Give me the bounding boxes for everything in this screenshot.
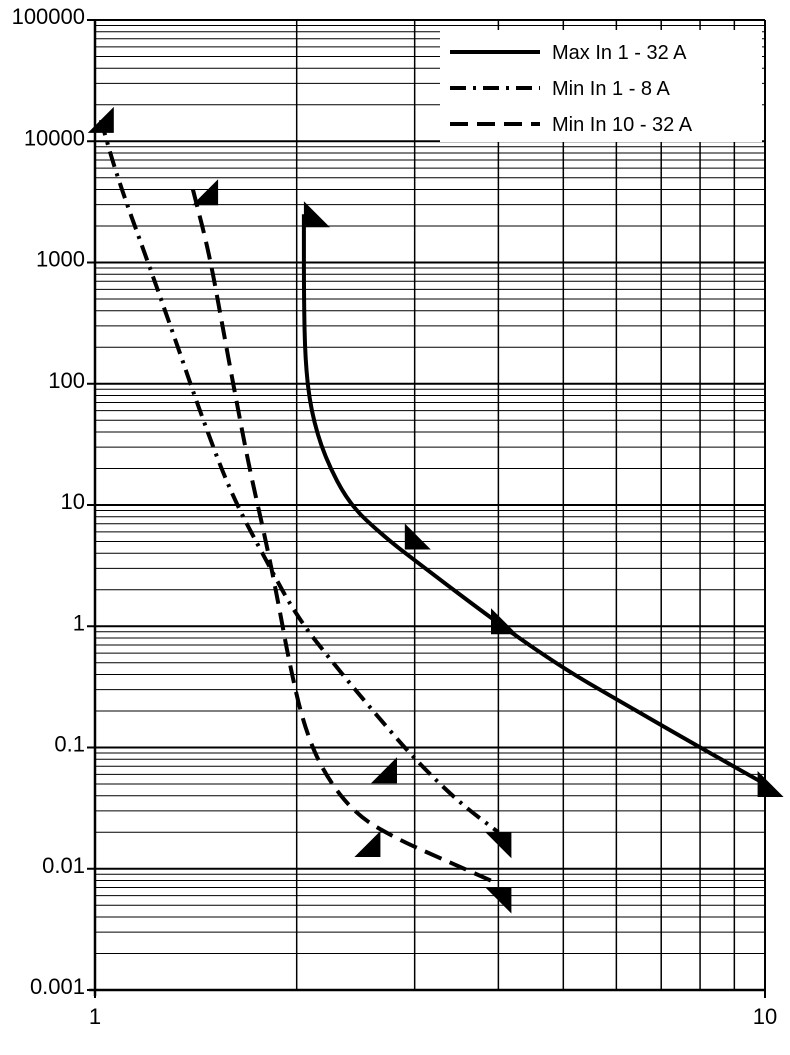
series-line-max-in-1-32-a bbox=[301, 214, 766, 786]
curve-marker bbox=[371, 757, 397, 784]
curve-marker bbox=[491, 608, 517, 635]
legend-label: Min In 10 - 32 A bbox=[552, 114, 693, 136]
x-tick-label: 10 bbox=[753, 1004, 777, 1029]
series-line-min-in-1-8-a bbox=[98, 119, 500, 834]
y-tick-label: 100 bbox=[48, 368, 85, 393]
legend-label: Min In 1 - 8 A bbox=[552, 78, 670, 100]
curve-marker bbox=[354, 831, 381, 857]
curve-marker bbox=[485, 832, 512, 859]
marker-layer bbox=[87, 106, 784, 914]
curve-marker bbox=[757, 771, 784, 797]
legend-label: Max In 1 - 32 A bbox=[552, 42, 687, 64]
y-tick-label: 1000 bbox=[36, 247, 85, 272]
series-layer bbox=[98, 119, 766, 886]
y-tick-label: 10 bbox=[61, 489, 85, 514]
y-tick-label: 1 bbox=[73, 610, 85, 635]
grid bbox=[94, 19, 766, 991]
curve-marker bbox=[404, 523, 431, 550]
legend: Max In 1 - 32 A Min In 1 - 8 A Min In 10 -… bbox=[440, 30, 762, 142]
y-tick-label: 10000 bbox=[24, 125, 85, 150]
y-tick-label: 100000 bbox=[12, 4, 85, 29]
y-tick-label: 0.001 bbox=[30, 974, 85, 999]
y-tick-label: 0.01 bbox=[42, 853, 85, 878]
x-tick-label: 1 bbox=[89, 1004, 101, 1029]
y-tick-label: 0.1 bbox=[54, 732, 85, 757]
curve-marker bbox=[87, 106, 114, 133]
curve-marker bbox=[303, 201, 330, 228]
series-line-min-in-10-32-a bbox=[190, 189, 500, 886]
curve-marker bbox=[192, 179, 219, 206]
curve-marker bbox=[485, 887, 512, 914]
